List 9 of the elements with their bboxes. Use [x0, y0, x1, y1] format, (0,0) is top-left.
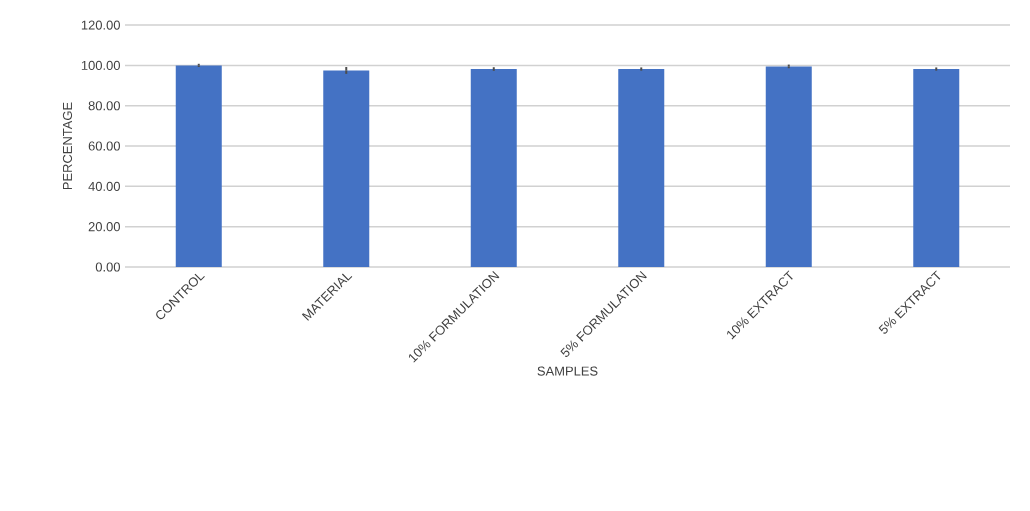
y-tick-label: 80.00	[88, 101, 120, 111]
y-tick-label: 20.00	[88, 222, 120, 232]
y-tick-label: 40.00	[88, 181, 120, 191]
y-tick-label: 100.00	[81, 60, 120, 70]
y-axis-title: PERCENTAGE	[62, 102, 73, 190]
y-tick-label: 60.00	[88, 141, 120, 151]
y-tick-label: 120.00	[81, 20, 120, 30]
y-tick-label: 0.00	[95, 262, 120, 272]
x-axis-title: SAMPLES	[537, 366, 598, 376]
